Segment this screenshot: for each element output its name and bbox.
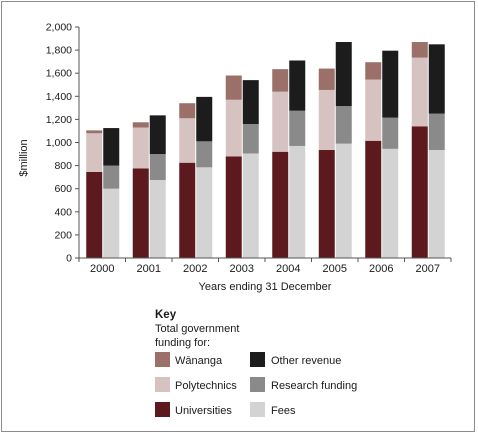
bar-segment-w-nanga <box>272 69 289 92</box>
bar-segment-research-funding <box>428 113 445 151</box>
y-axis: 0 200 400 600 800 1,000 1,200 1,400 1,600 1,800 2,… <box>46 22 80 265</box>
bar-segment-universities <box>272 151 289 258</box>
bar-segment-polytechnics <box>272 91 289 152</box>
bar-segment-fees <box>242 153 259 258</box>
bar-segment-polytechnics <box>132 127 149 169</box>
x-tick-label: 2006 <box>369 263 393 275</box>
bar-segment-universities <box>179 162 196 258</box>
bar-segment-w-nanga <box>318 68 335 90</box>
y-tick-label: 1,600 <box>46 68 72 80</box>
x-tick-label: 2005 <box>323 263 347 275</box>
bar-segment-other-revenue <box>382 50 399 118</box>
bar-segment-other-revenue <box>335 42 352 107</box>
y-tick-label: 2,000 <box>46 22 72 34</box>
bar-segment-fees <box>335 143 352 258</box>
bar-segment-other-revenue <box>149 115 166 155</box>
legend-swatch-other-revenue <box>250 352 265 367</box>
bar-segment-w-nanga <box>225 75 242 100</box>
bar-segment-other-revenue <box>103 128 120 166</box>
y-axis-title: $million <box>18 139 30 176</box>
legend-swatch-universities <box>155 402 170 417</box>
x-tick-label: 2002 <box>183 263 207 275</box>
bar-segment-research-funding <box>242 124 259 154</box>
bar-segment-polytechnics <box>411 57 428 127</box>
bar-segment-fees <box>149 180 166 258</box>
x-tick-label: 2003 <box>230 263 254 275</box>
y-tick-label: 400 <box>54 206 72 218</box>
x-tick-label: 2000 <box>90 263 114 275</box>
bar-segment-w-nanga <box>365 62 382 80</box>
bar-segment-other-revenue <box>196 96 213 142</box>
legend-label-other-revenue: Other revenue <box>271 355 341 367</box>
legend-swatch-research-funding <box>250 377 265 392</box>
bar-segment-research-funding <box>335 106 352 144</box>
bar-segment-research-funding <box>196 141 213 168</box>
bar-segment-universities <box>225 156 242 258</box>
bar-segment-w-nanga <box>132 122 149 128</box>
x-tick-label: 2007 <box>416 263 440 275</box>
bar-segment-universities <box>132 168 149 258</box>
bar-segment-fees <box>382 148 399 258</box>
y-tick-label: 200 <box>54 229 72 241</box>
bar-segment-fees <box>428 150 445 258</box>
bar-segment-research-funding <box>382 117 399 149</box>
y-tick-label: 800 <box>54 160 72 172</box>
x-tick-label: 2004 <box>276 263 300 275</box>
legend-label-polytechnics: Polytechnics <box>175 380 237 392</box>
legend-subtitle-line2: funding for: <box>155 337 210 349</box>
y-tick-label: 600 <box>54 183 72 195</box>
legend-label-research-funding: Research funding <box>271 380 357 392</box>
bars <box>86 42 445 258</box>
bar-segment-polytechnics <box>179 118 196 163</box>
bar-segment-other-revenue <box>428 44 445 114</box>
bar-segment-research-funding <box>149 154 166 181</box>
bar-segment-universities <box>86 171 103 258</box>
legend: Key Total government funding for: Wānang… <box>155 309 357 417</box>
bar-segment-fees <box>103 188 120 258</box>
legend-subtitle-line1: Total government <box>155 323 239 335</box>
bar-segment-w-nanga <box>411 42 428 58</box>
bar-segment-polytechnics <box>318 89 335 151</box>
x-axis: 2000 2001 2002 2003 2004 2005 2006 2007 <box>78 257 452 275</box>
legend-swatch-wananga <box>155 352 170 367</box>
bar-segment-universities <box>365 140 382 258</box>
bar-segment-research-funding <box>103 165 120 189</box>
legend-swatch-polytechnics <box>155 377 170 392</box>
bar-segment-universities <box>411 126 428 258</box>
y-tick-label: 0 <box>66 253 72 265</box>
bar-segment-research-funding <box>289 110 306 146</box>
legend-label-fees: Fees <box>271 405 296 417</box>
bar-segment-polytechnics <box>225 99 242 157</box>
bar-segment-other-revenue <box>242 80 259 125</box>
bar-segment-other-revenue <box>289 60 306 111</box>
bar-segment-polytechnics <box>86 133 103 172</box>
x-tick-label: 2001 <box>137 263 161 275</box>
bar-segment-fees <box>196 167 213 258</box>
y-tick-label: 1,800 <box>46 45 72 57</box>
bar-segment-universities <box>318 150 335 258</box>
bar-segment-w-nanga <box>86 130 103 134</box>
y-tick-label: 1,400 <box>46 91 72 103</box>
y-tick-label: 1,200 <box>46 114 72 126</box>
legend-swatch-fees <box>250 402 265 417</box>
bar-segment-polytechnics <box>365 79 382 141</box>
legend-title: Key <box>155 309 177 321</box>
bar-segment-fees <box>289 145 306 258</box>
bar-segment-w-nanga <box>179 103 196 119</box>
legend-label-wananga: Wānanga <box>175 355 223 367</box>
y-tick-label: 1,000 <box>46 137 72 149</box>
legend-label-universities: Universities <box>175 405 232 417</box>
x-axis-title: Years ending 31 December <box>199 281 332 293</box>
